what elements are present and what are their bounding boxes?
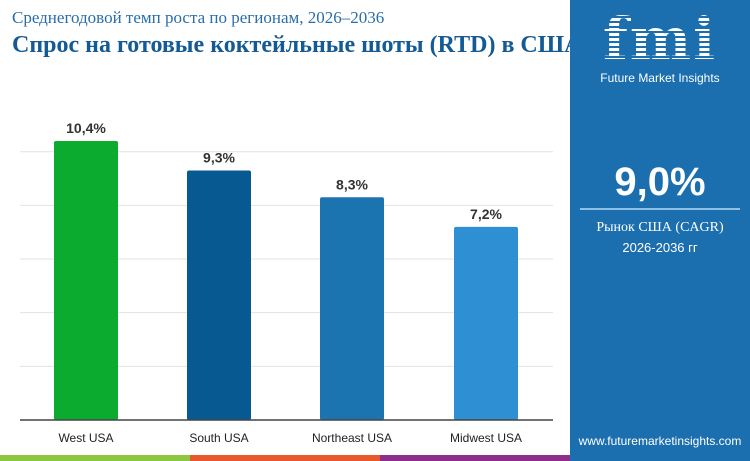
chart-title: Спрос на готовые коктейльные шоты (RTD) … [12,32,582,58]
logo-caption: Future Market Insights [600,71,720,85]
bar-south-usa [187,170,251,420]
data-label: 8,3% [336,176,368,192]
bar-midwest-usa [454,226,518,420]
chart-subtitle: Среднегодовой темп роста по регионам, 20… [12,8,385,27]
bar-chart: 10,4% West USA 9,3% South USA 8,3% Northeast … [20,120,553,445]
data-label: 7,2% [470,206,502,222]
cagr-value: 9,0% [614,160,706,204]
website-link[interactable]: www.futuremarketinsights.com [578,434,742,448]
divider [580,208,740,210]
x-tick-label: South USA [189,431,248,445]
stripe-green [0,455,190,461]
bar-northeast-usa [320,197,384,420]
x-tick-label: West USA [58,431,113,445]
fmi-logo: fmi [570,8,750,70]
stripe-purple [380,455,570,461]
cagr-period: 2026-2036 гг [622,240,698,255]
data-label: 10,4% [66,120,106,136]
x-tick-label: Midwest USA [450,431,522,445]
stripe-orange [190,455,380,461]
data-label: 9,3% [203,149,235,165]
x-tick-label: Northeast USA [312,431,392,445]
cagr-label: Рынок США (CAGR) [596,220,724,235]
bar-west-usa [54,140,118,420]
side-panel: fmi Future Market Insights 9,0% Рынок СШ… [570,0,750,461]
